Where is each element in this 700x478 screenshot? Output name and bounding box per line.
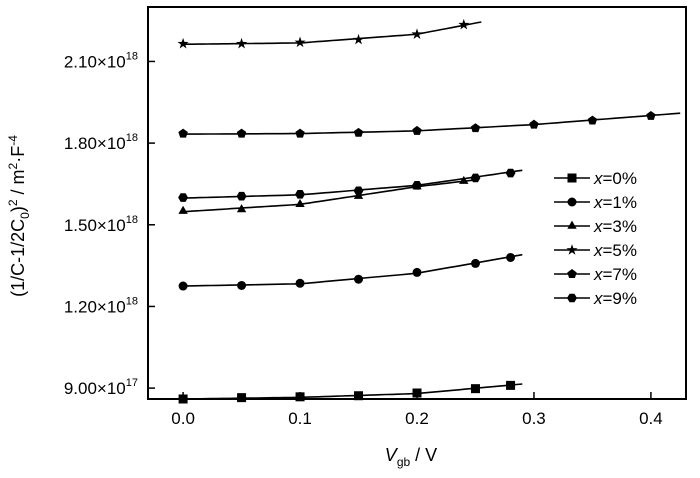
data-point: [411, 28, 423, 39]
data-point: [412, 181, 422, 190]
series-x-1: [178, 252, 523, 291]
x-axis-subscript: gb: [397, 455, 411, 469]
fit-line: [183, 253, 523, 287]
legend-marker: [567, 293, 577, 303]
data-point: [352, 33, 365, 45]
data-point: [178, 128, 188, 138]
fit-line: [183, 179, 476, 213]
data-point: [470, 173, 481, 183]
x-axis-title: Vgb / V: [385, 445, 437, 469]
y-axis-subscript: 0: [18, 212, 32, 219]
data-point: [412, 125, 422, 135]
data-point: [354, 274, 364, 284]
data-point: [470, 384, 480, 394]
series-x-0: [178, 380, 523, 404]
x-tick-label: 0.3: [522, 409, 546, 428]
legend-marker: [566, 244, 578, 255]
data-point: [294, 36, 306, 48]
legend-item-x-0: x=0%: [554, 169, 637, 188]
data-point: [506, 252, 516, 262]
x-tick-label: 0.2: [405, 409, 429, 428]
legend-item-x-7: x=7%: [554, 265, 637, 284]
data-point: [236, 37, 248, 49]
data-point: [412, 267, 422, 277]
legend-item-x-1: x=1%: [554, 193, 637, 212]
data-point: [237, 280, 247, 290]
y-tick-label: 2.10×1018: [64, 50, 138, 71]
legend-label: x=0%: [593, 169, 637, 188]
data-point: [529, 119, 539, 129]
y-axis-unit-f-superscript: -4: [6, 135, 20, 146]
y-tick-label: 1.20×1018: [64, 295, 138, 316]
legend-marker: [567, 269, 577, 278]
y-axis-unit: / m: [8, 169, 28, 199]
legend-label: x=7%: [593, 265, 637, 284]
x-tick-label: 0.4: [639, 409, 663, 428]
legend: x=0% x=1% x=3% x=5% x=7% x=9%: [554, 169, 637, 308]
y-tick-label: 1.80×1018: [64, 132, 138, 153]
data-point: [646, 110, 656, 120]
y-tick-label: 9.00×1017: [64, 377, 138, 398]
data-point: [236, 191, 247, 201]
data-point: [470, 258, 480, 268]
data-point: [177, 37, 189, 49]
data-point: [236, 204, 247, 213]
data-point: [459, 175, 469, 184]
data-point: [354, 391, 364, 401]
data-point: [353, 127, 364, 137]
legend-label: x=5%: [593, 241, 637, 260]
data-point: [237, 393, 247, 403]
y-axis-unit-superscript: 2: [6, 162, 20, 169]
data-point: [353, 186, 364, 196]
y-tick-label: 1.50×1018: [64, 214, 138, 235]
data-point: [295, 198, 305, 208]
data-point: [295, 278, 305, 288]
legend-item-x-9: x=9%: [554, 289, 637, 308]
series-x-3: [178, 175, 476, 214]
legend-label: x=1%: [593, 193, 637, 212]
series-x-9: [178, 168, 523, 202]
data-point: [506, 380, 516, 390]
fit-line: [183, 169, 523, 199]
data-point: [178, 193, 189, 202]
data-point: [178, 205, 188, 214]
data-point: [458, 18, 470, 30]
data-point: [295, 128, 305, 138]
y-axis-title: (1/C-1/2C0)2 / m2·F-4: [6, 135, 32, 297]
fit-line: [183, 112, 681, 135]
y-axis-paren: ): [8, 206, 28, 212]
legend-item-x-3: x=3%: [554, 217, 637, 236]
y-axis-unit-f: ·F: [8, 146, 28, 163]
data-point: [178, 281, 188, 291]
series-x-7: [178, 110, 681, 138]
x-axis-symbol: V: [385, 445, 399, 465]
series-layer: [177, 18, 681, 404]
y-axis-superscript: 2: [6, 199, 20, 206]
axis-ticks: 0.0 0.1 0.2 0.3 0.4 9.00×1017 1.20×1018 1.50×10…: [64, 50, 663, 428]
data-point: [236, 128, 247, 138]
data-point: [295, 190, 305, 199]
legend-marker: [567, 173, 577, 183]
legend-marker: [567, 220, 577, 229]
data-point: [470, 123, 481, 133]
legend-marker: [567, 197, 577, 207]
series-x-5: [177, 18, 482, 49]
x-axis-unit: / V: [410, 445, 437, 465]
x-tick-label: 0.0: [171, 409, 195, 428]
legend-item-x-5: x=5%: [554, 241, 637, 260]
x-tick-label: 0.1: [288, 409, 312, 428]
legend-label: x=9%: [593, 289, 637, 308]
y-axis-label-text: (1/C-1/2C: [8, 219, 28, 297]
data-point: [505, 168, 516, 178]
fit-line: [183, 21, 482, 46]
data-point: [587, 115, 598, 125]
legend-label: x=3%: [593, 217, 637, 236]
